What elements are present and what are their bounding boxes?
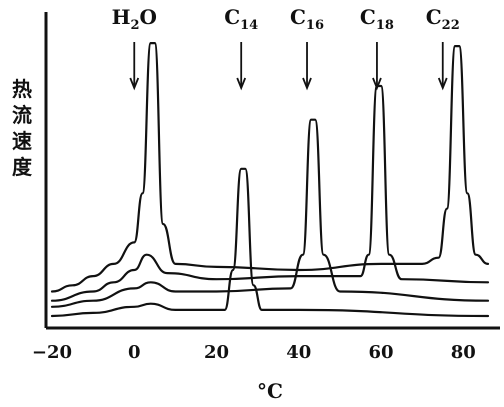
peak-annotations: H2O C14 C16 C18 C22 [112,5,460,91]
arrowhead [372,77,382,91]
x-tick-label: −20 [32,342,72,363]
x-tick-label: 40 [286,342,311,363]
peak-label: H2O [112,5,157,33]
series-line-1 [50,41,490,293]
peak-label: C14 [224,5,258,33]
peak-annotation: C18 [360,5,394,91]
curves [50,41,490,318]
peak-annotation: C16 [290,5,324,91]
arrowhead [437,77,448,91]
axes [44,12,500,330]
y-axis-label: 热流速度 [12,77,33,179]
peak-annotation: C14 [224,5,258,91]
x-ticks: −20 0 20 40 60 80 [32,342,476,363]
peak-annotation: H2O [112,5,157,91]
peak-annotation: C22 [426,5,460,91]
peak-label: C18 [360,5,394,33]
arrowhead [236,77,247,91]
series-line-3 [50,118,490,308]
arrowhead [302,77,312,91]
x-tick-label: 20 [204,342,229,363]
arrowhead [129,77,140,91]
peak-label: C22 [426,5,460,33]
series-line-2 [50,84,490,302]
x-tick-label: 60 [369,342,394,363]
series-line-4 [50,167,490,318]
peak-label: C16 [290,5,324,33]
x-tick-label: 0 [128,342,141,363]
x-tick-label: 80 [451,342,476,363]
x-axis-label: °C [257,379,283,403]
